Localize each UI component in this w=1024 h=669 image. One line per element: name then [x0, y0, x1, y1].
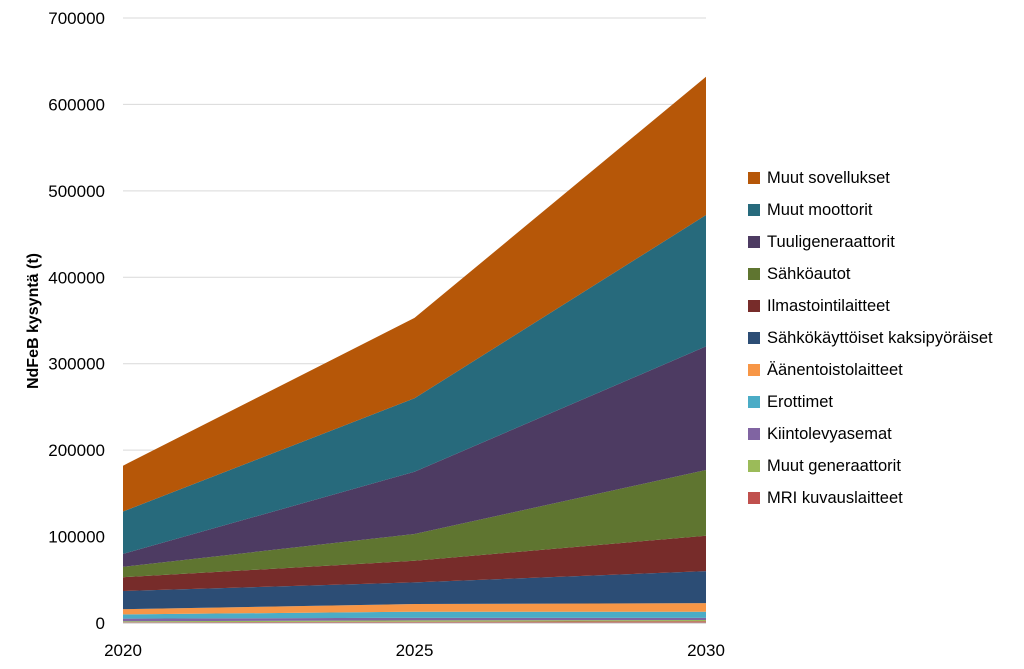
- legend-label: Äänentoistolaitteet: [767, 360, 903, 379]
- legend-item: Sähköautot: [748, 258, 1024, 290]
- legend-swatch: [748, 364, 760, 376]
- legend-item: Erottimet: [748, 386, 1024, 418]
- legend-item: Sähkökäyttöiset kaksipyöräiset: [748, 322, 1024, 354]
- legend-swatch: [748, 332, 760, 344]
- legend-swatch: [748, 428, 760, 440]
- legend-label: Tuuligeneraattorit: [767, 232, 895, 251]
- area-erottimet: [123, 611, 706, 619]
- y-tick-label: 500000: [48, 182, 105, 201]
- x-tick-label: 2030: [687, 641, 725, 660]
- legend-item: Muut moottorit: [748, 194, 1024, 226]
- area-sähkökäyttöiset-kaksipyöräiset: [123, 571, 706, 610]
- x-tick-label: 2025: [396, 641, 434, 660]
- y-tick-label: 300000: [48, 355, 105, 374]
- legend-item: Kiintolevyasemat: [748, 418, 1024, 450]
- area-muut-moottorit: [123, 215, 706, 554]
- legend-label: Erottimet: [767, 392, 834, 411]
- y-tick-labels: 0 100000 200000 300000 400000 500000 600000 700…: [48, 9, 105, 633]
- legend-label: Kiintolevyasemat: [767, 424, 892, 443]
- legend-item: Ilmastointilaitteet: [748, 290, 1024, 322]
- y-tick-label: 400000: [48, 268, 105, 287]
- legend-item: Tuuligeneraattorit: [748, 226, 1024, 258]
- area-tuuligeneraattorit: [123, 346, 706, 567]
- legend-label: Muut moottorit: [767, 200, 873, 219]
- legend-swatch: [748, 236, 760, 248]
- area-series: [123, 76, 706, 623]
- legend-swatch: [748, 492, 760, 504]
- legend-item: MRI kuvauslaitteet: [748, 482, 1024, 514]
- area-ilmastointilaitteet: [123, 535, 706, 592]
- y-tick-label: 600000: [48, 95, 105, 114]
- legend-swatch: [748, 172, 760, 184]
- y-tick-label: 100000: [48, 528, 105, 547]
- x-tick-labels: 2020 2025 2030: [104, 641, 725, 660]
- legend-label: MRI kuvauslaitteet: [767, 488, 903, 507]
- y-tick-label: 200000: [48, 441, 105, 460]
- legend-swatch: [748, 204, 760, 216]
- legend-label: Muut generaattorit: [767, 456, 901, 475]
- legend-swatch: [748, 396, 760, 408]
- area-kiintolevyasemat: [123, 617, 706, 622]
- y-tick-label: 0: [96, 614, 105, 633]
- legend-swatch: [748, 268, 760, 280]
- legend-item: Muut generaattorit: [748, 450, 1024, 482]
- legend-swatch: [748, 460, 760, 472]
- area-muut-generaattorit: [123, 619, 706, 623]
- legend-label: Muut sovellukset: [767, 168, 890, 187]
- legend-label: Ilmastointilaitteet: [767, 296, 890, 315]
- legend-label: Sähköautot: [767, 264, 851, 283]
- x-tick-label: 2020: [104, 641, 142, 660]
- area-äänentoistolaitteet: [123, 603, 706, 615]
- legend: Muut sovellukset Muut moottorit Tuuligener…: [748, 162, 1024, 514]
- legend-label: Sähkökäyttöiset kaksipyöräiset: [767, 328, 993, 347]
- area-muut-sovellukset: [123, 76, 706, 512]
- y-tick-label: 700000: [48, 9, 105, 28]
- legend-item: Muut sovellukset: [748, 162, 1024, 194]
- area-sähköautot: [123, 470, 706, 578]
- legend-swatch: [748, 300, 760, 312]
- y-axis-label: NdFeB kysyntä (t): [25, 253, 42, 389]
- legend-item: Äänentoistolaitteet: [748, 354, 1024, 386]
